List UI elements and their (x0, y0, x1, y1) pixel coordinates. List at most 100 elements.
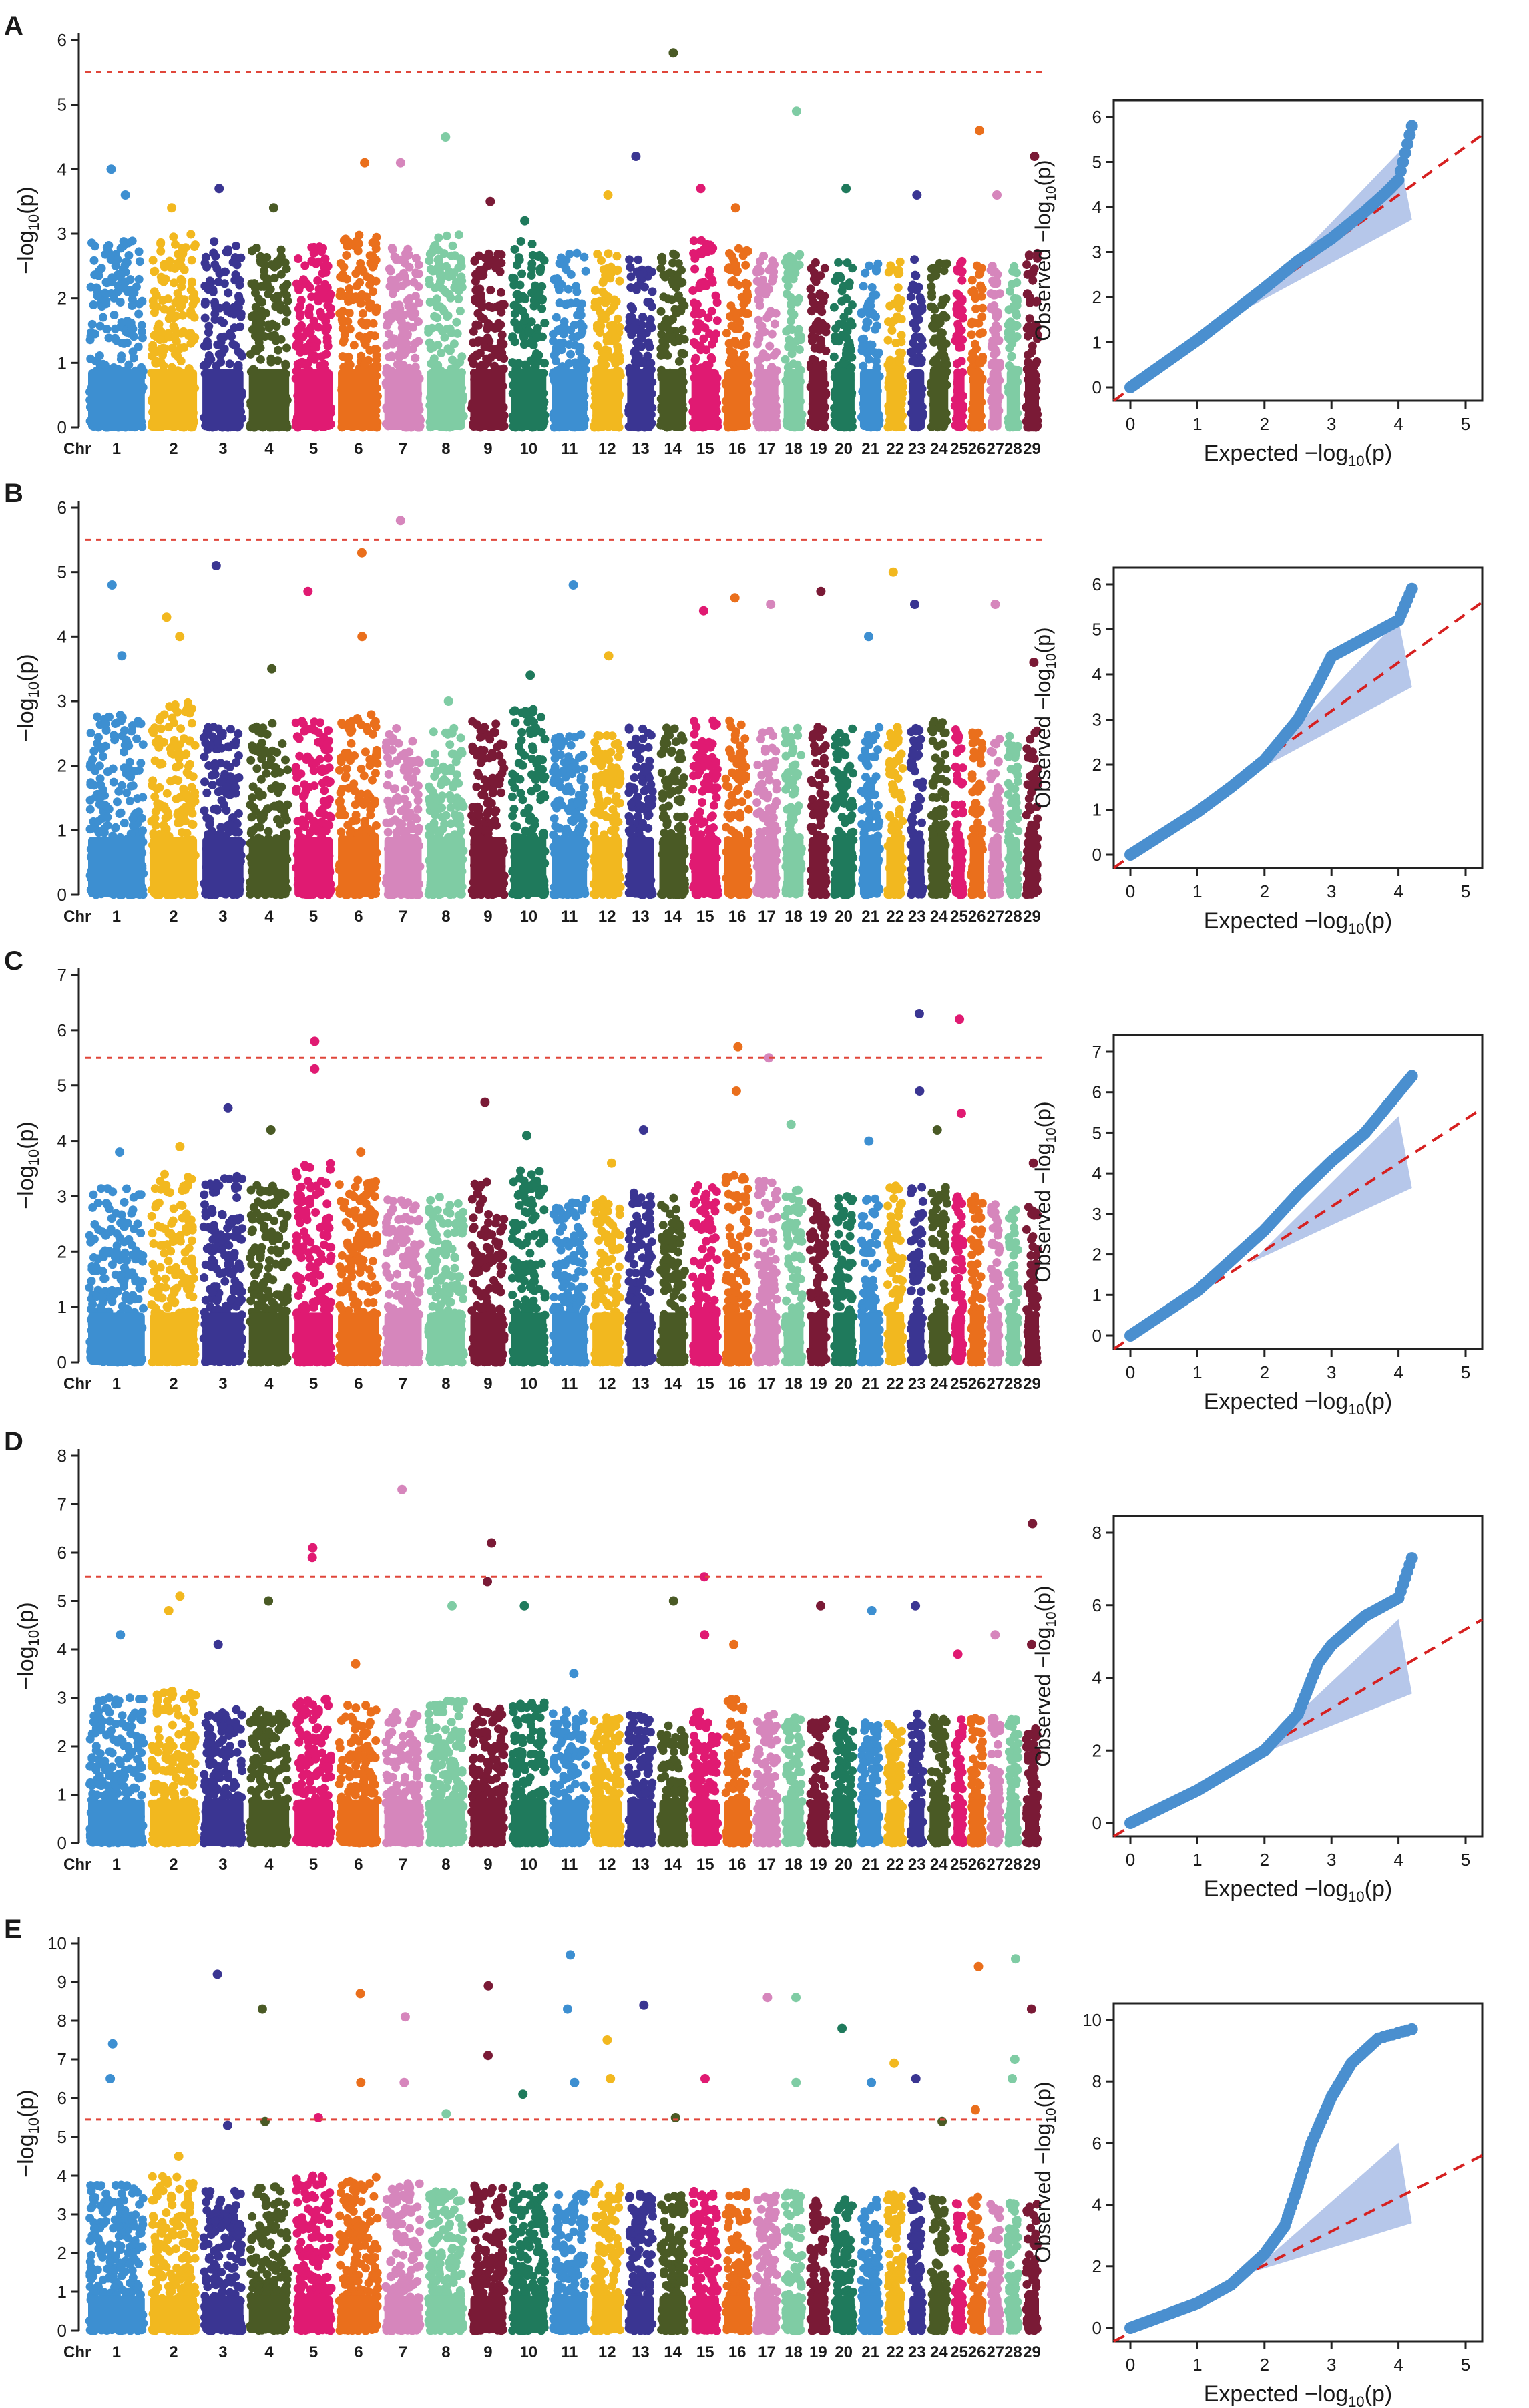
qq-y-tick-label: 6 (1092, 107, 1102, 127)
chr-7-points (381, 244, 425, 432)
snp-point (262, 253, 272, 262)
y-tick-label: 2 (57, 756, 67, 776)
snp-point (690, 264, 700, 274)
snp-point (1023, 351, 1032, 359)
snp-point (302, 327, 312, 336)
chr-14-band (659, 369, 686, 430)
snp-point (606, 306, 615, 315)
qq-ylabel-text: Observed −log10(p) (1031, 160, 1059, 341)
snp-point (110, 333, 120, 343)
snp-point (572, 287, 582, 296)
chr-tick-label: 14 (664, 440, 682, 458)
snp-point (148, 341, 158, 350)
snp-point (732, 315, 741, 324)
snp-point (529, 341, 538, 350)
snp-point (564, 284, 573, 294)
snp-point (360, 336, 369, 345)
snp-point (385, 353, 394, 362)
snp-point (887, 326, 897, 335)
snp-point (397, 317, 406, 326)
qq-x-tick-label: 5 (1461, 414, 1470, 434)
snp-point (535, 264, 545, 274)
snp-point (769, 351, 779, 360)
snp-point (309, 316, 318, 325)
snp-point (138, 740, 148, 749)
snp-point (295, 282, 304, 291)
snp-point (986, 266, 996, 275)
qq-x-tick-label: 1 (1192, 414, 1202, 434)
snp-point (680, 300, 689, 310)
chr-tick-label: 9 (483, 440, 492, 458)
snp-point (479, 315, 488, 323)
snp-point (86, 763, 95, 772)
snp-point (483, 333, 492, 343)
snp-point (613, 314, 622, 323)
snp-point (971, 304, 981, 313)
snp-point (169, 232, 178, 242)
snp-point (845, 282, 854, 291)
chr-24-band (929, 369, 949, 430)
snp-point (120, 339, 129, 348)
snp-point (434, 233, 443, 242)
snp-point (326, 304, 335, 313)
snp-point (839, 313, 849, 322)
snp-point (150, 287, 159, 296)
snp-point (1004, 333, 1013, 343)
snp-point (457, 352, 467, 361)
snp-point (373, 303, 381, 313)
snp-point (456, 254, 465, 264)
snp-point (1022, 324, 1032, 333)
snp-point (165, 256, 174, 266)
snp-point (119, 241, 128, 250)
snp-point (754, 295, 763, 305)
snp-point (513, 303, 523, 312)
snp-point (994, 336, 1004, 345)
snp-point (572, 248, 582, 258)
snp-point (497, 250, 506, 259)
snp-point (1012, 268, 1022, 278)
snp-point (372, 355, 381, 364)
snp-point (662, 335, 671, 345)
snp-point (115, 809, 124, 818)
snp-point (527, 240, 537, 248)
chr-13-points (624, 255, 657, 432)
snp-point (411, 353, 420, 363)
snp-point (615, 276, 624, 286)
snp-point (220, 279, 229, 288)
panel-label: A (4, 11, 23, 41)
snp-point (305, 303, 314, 313)
manhattan-ylabel: −log10(p) (13, 654, 42, 741)
snp-point (787, 349, 797, 359)
peak-point (214, 184, 224, 194)
snp-point (88, 755, 97, 764)
snp-point (831, 336, 840, 345)
chr-25-band (953, 369, 965, 430)
snp-point (125, 329, 134, 338)
snp-point (387, 244, 397, 253)
chr-12-points (590, 249, 625, 432)
snp-point (996, 289, 1004, 298)
snp-point (859, 361, 868, 371)
snp-point (643, 351, 652, 361)
snp-point (491, 350, 500, 359)
snp-point (234, 361, 243, 370)
snp-point (811, 277, 821, 286)
snp-point (100, 288, 110, 298)
snp-point (267, 331, 276, 341)
chr-4-band (248, 369, 290, 430)
snp-point (161, 274, 170, 284)
snp-point (911, 333, 920, 342)
snp-point (190, 242, 199, 251)
peak-point (730, 203, 740, 213)
snp-point (237, 351, 246, 361)
snp-point (508, 358, 517, 367)
snp-point (913, 359, 921, 368)
chr-8-points (424, 230, 468, 432)
snp-point (859, 282, 868, 291)
snp-point (414, 317, 423, 326)
chr-11-band (552, 369, 588, 430)
chr-9-points (467, 249, 509, 432)
snp-point (325, 292, 334, 302)
snp-point (356, 298, 365, 308)
